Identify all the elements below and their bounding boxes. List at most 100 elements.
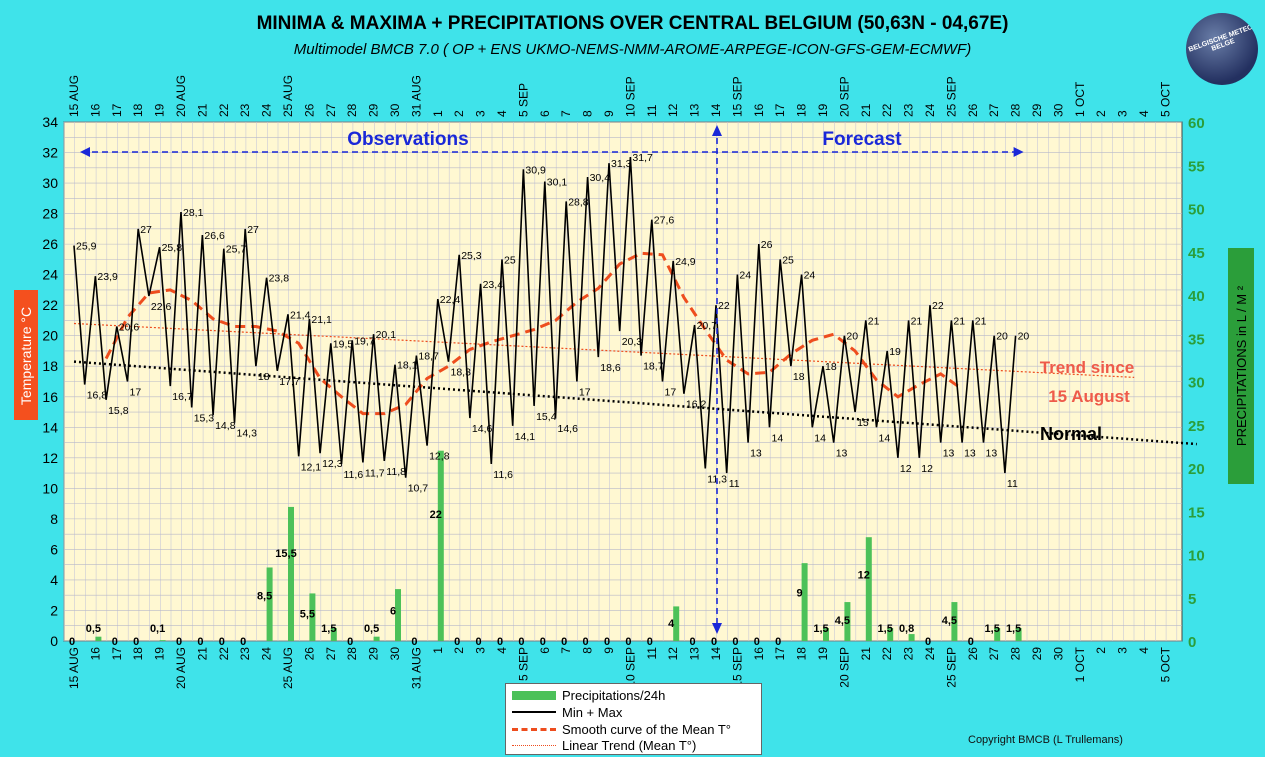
y-left-tick-label: 2 — [50, 602, 58, 618]
precip-value-label: 9 — [797, 588, 803, 600]
y-right-tick-label: 50 — [1188, 202, 1205, 219]
max-value-label: 27,6 — [654, 215, 675, 227]
x-tick-label-bottom: 14 — [709, 647, 723, 661]
x-tick-label-top: 10 SEP — [623, 76, 637, 117]
x-tick-label-top: 21 — [195, 103, 209, 117]
y-right-tick-label: 20 — [1188, 461, 1205, 478]
x-tick-label-top: 30 — [388, 103, 402, 117]
x-tick-label-bottom: 6 — [538, 647, 552, 654]
min-value-label: 14,3 — [237, 428, 258, 440]
legend-swatch-minmax — [512, 711, 556, 713]
precip-value-label: 0 — [497, 636, 503, 648]
x-tick-label-top: 21 — [859, 103, 873, 117]
y-right-title: PRECIPITATIONS in L / M ² — [1234, 285, 1249, 446]
legend-item-precip: Precipitations/24h — [512, 686, 665, 704]
precip-value-label: 1,5 — [985, 623, 1000, 635]
legend-swatch-smooth — [512, 727, 556, 731]
x-tick-label-bottom: 15 SEP — [730, 647, 744, 688]
precip-bar — [373, 636, 380, 641]
x-tick-label-bottom: 12 — [666, 647, 680, 661]
min-value-label: 10,7 — [408, 483, 429, 495]
trend-annotation-line2: 15 August — [1048, 387, 1130, 406]
x-tick-label-bottom: 16 — [88, 647, 102, 661]
region-arrow-head-right — [1013, 147, 1024, 157]
x-tick-label-top: 26 — [302, 103, 316, 117]
x-tick-label-top: 25 AUG — [281, 75, 295, 117]
min-value-label: 12,1 — [301, 461, 322, 473]
x-tick-label-top: 27 — [324, 103, 338, 117]
min-value-label: 16,8 — [87, 390, 108, 402]
x-tick-label-bottom: 24 — [923, 647, 937, 661]
x-tick-label-top: 2 — [452, 110, 466, 117]
legend-label-minmax: Min + Max — [562, 704, 623, 720]
y-left-title: Temperature °C — [18, 307, 34, 405]
y-right-tick-label: 60 — [1188, 115, 1205, 132]
y-left-tick-label: 24 — [42, 267, 58, 283]
y-left-tick-label: 12 — [42, 450, 58, 466]
y-left-tick-label: 34 — [42, 114, 58, 130]
y-right-tick-label: 55 — [1188, 158, 1205, 175]
y-left-tick-label: 18 — [42, 358, 58, 374]
y-left-tick-label: 30 — [42, 175, 58, 191]
max-value-label: 28,8 — [568, 196, 589, 208]
max-value-label: 28,1 — [183, 207, 204, 219]
x-tick-label-bottom: 17 — [773, 647, 787, 661]
precip-value-label: 0 — [775, 636, 781, 648]
min-value-label: 16,7 — [172, 391, 193, 403]
x-tick-label-top: 16 — [752, 103, 766, 117]
precip-value-label: 22 — [430, 509, 442, 521]
min-value-label: 13 — [964, 448, 976, 460]
min-value-label: 15,3 — [194, 412, 215, 424]
x-tick-label-bottom: 27 — [324, 647, 338, 661]
x-tick-label-top: 17 — [110, 103, 124, 117]
x-tick-label-bottom: 18 — [795, 647, 809, 661]
min-value-label: 14,8 — [215, 420, 236, 432]
max-value-label: 22,4 — [440, 294, 461, 306]
precip-value-label: 4,5 — [835, 615, 850, 627]
x-tick-label-bottom: 22 — [217, 647, 231, 661]
precip-value-label: 6 — [390, 606, 396, 618]
x-tick-label-top: 28 — [1009, 103, 1023, 117]
precip-value-label: 0 — [454, 636, 460, 648]
precip-value-label: 0,5 — [364, 623, 379, 635]
x-tick-label-top: 15 AUG — [67, 75, 81, 117]
y-right-tick-label: 10 — [1188, 548, 1205, 565]
precip-value-label: 0 — [411, 636, 417, 648]
x-tick-label-bottom: 29 — [367, 647, 381, 661]
min-value-label: 14,1 — [515, 431, 536, 443]
max-value-label: 30,4 — [590, 172, 611, 184]
min-value-label: 14,6 — [558, 423, 579, 435]
x-tick-label-bottom: 30 — [1051, 647, 1065, 661]
precip-bar — [395, 589, 401, 641]
max-value-label: 25,3 — [461, 250, 482, 262]
precip-bar — [844, 602, 851, 641]
min-value-label: 14 — [814, 432, 826, 444]
x-tick-label-top: 1 — [431, 110, 445, 117]
precip-value-label: 5,5 — [300, 609, 315, 621]
precip-value-label: 0 — [219, 636, 225, 648]
max-value-label: 20 — [1018, 331, 1030, 343]
legend-swatch-trend — [512, 744, 556, 746]
max-value-label: 24 — [739, 270, 751, 282]
y-left-tick-label: 32 — [42, 145, 58, 161]
x-tick-label-top: 2 — [1094, 110, 1108, 117]
x-tick-label-bottom: 21 — [859, 647, 873, 661]
x-tick-label-bottom: 23 — [902, 647, 916, 661]
min-value-label: 17 — [665, 387, 677, 399]
min-value-label: 20,3 — [622, 336, 643, 348]
min-value-label: 17 — [130, 387, 142, 399]
x-tick-label-bottom: 26 — [302, 647, 316, 661]
min-value-label: 11,6 — [344, 469, 364, 481]
min-value-label: 15,8 — [108, 405, 129, 417]
max-value-label: 26 — [761, 239, 773, 251]
x-tick-label-top: 27 — [987, 103, 1001, 117]
x-tick-label-bottom: 18 — [131, 647, 145, 661]
y-right-tick-label: 35 — [1188, 331, 1205, 348]
legend-label-smooth: Smooth curve of the Mean T° — [562, 721, 731, 737]
x-tick-label-top: 3 — [474, 110, 488, 117]
precip-bar — [330, 628, 337, 641]
precip-value-label: 1,5 — [1006, 623, 1021, 635]
max-value-label: 22 — [932, 300, 944, 312]
x-tick-label-top: 11 — [645, 104, 659, 117]
